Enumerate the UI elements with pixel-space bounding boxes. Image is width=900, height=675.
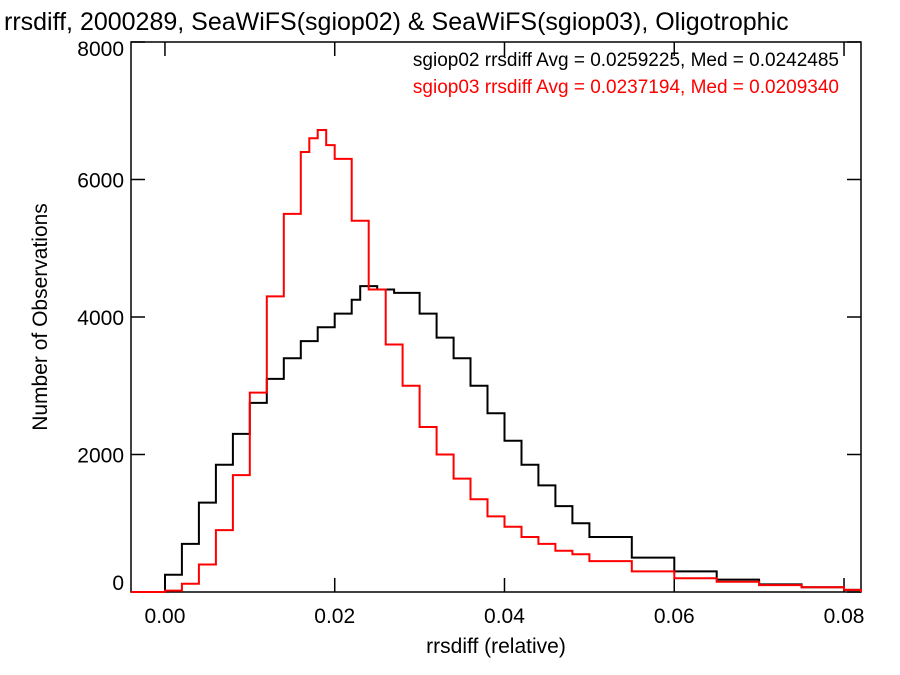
y-tick-label: 2000	[77, 445, 124, 468]
chart-title: rrsdiff, 2000289, SeaWiFS(sgiop02) & Sea…	[4, 8, 789, 36]
x-axis-label: rrsdiff (relative)	[426, 635, 566, 658]
series-line-0	[131, 285, 862, 593]
series-layer	[131, 129, 862, 593]
x-axis-ticks: 0.00 0.02 0.04 0.06 0.08	[145, 42, 865, 628]
y-tick-label: 0	[112, 572, 124, 595]
series-line-1	[131, 129, 862, 593]
x-tick-label: 0.06	[654, 605, 695, 628]
x-tick-label: 0.08	[824, 605, 865, 628]
y-axis-ticks: 0 2000 4000 6000 8000	[77, 38, 861, 595]
y-tick-label: 6000	[77, 170, 124, 193]
legend: sgiop02 rrsdiff Avg = 0.0259225, Med = 0…	[413, 50, 839, 98]
plot-area-frame	[130, 41, 862, 593]
legend-entry-sgiop03: sgiop03 rrsdiff Avg = 0.0237194, Med = 0…	[413, 77, 839, 98]
y-tick-label: 4000	[77, 307, 124, 330]
x-tick-label: 0.04	[484, 605, 525, 628]
y-tick-label: 8000	[77, 38, 124, 61]
legend-entry-sgiop02: sgiop02 rrsdiff Avg = 0.0259225, Med = 0…	[413, 50, 839, 71]
y-axis-label: Number of Observations	[29, 203, 52, 431]
x-tick-label: 0.00	[145, 605, 186, 628]
x-tick-label: 0.02	[314, 605, 355, 628]
